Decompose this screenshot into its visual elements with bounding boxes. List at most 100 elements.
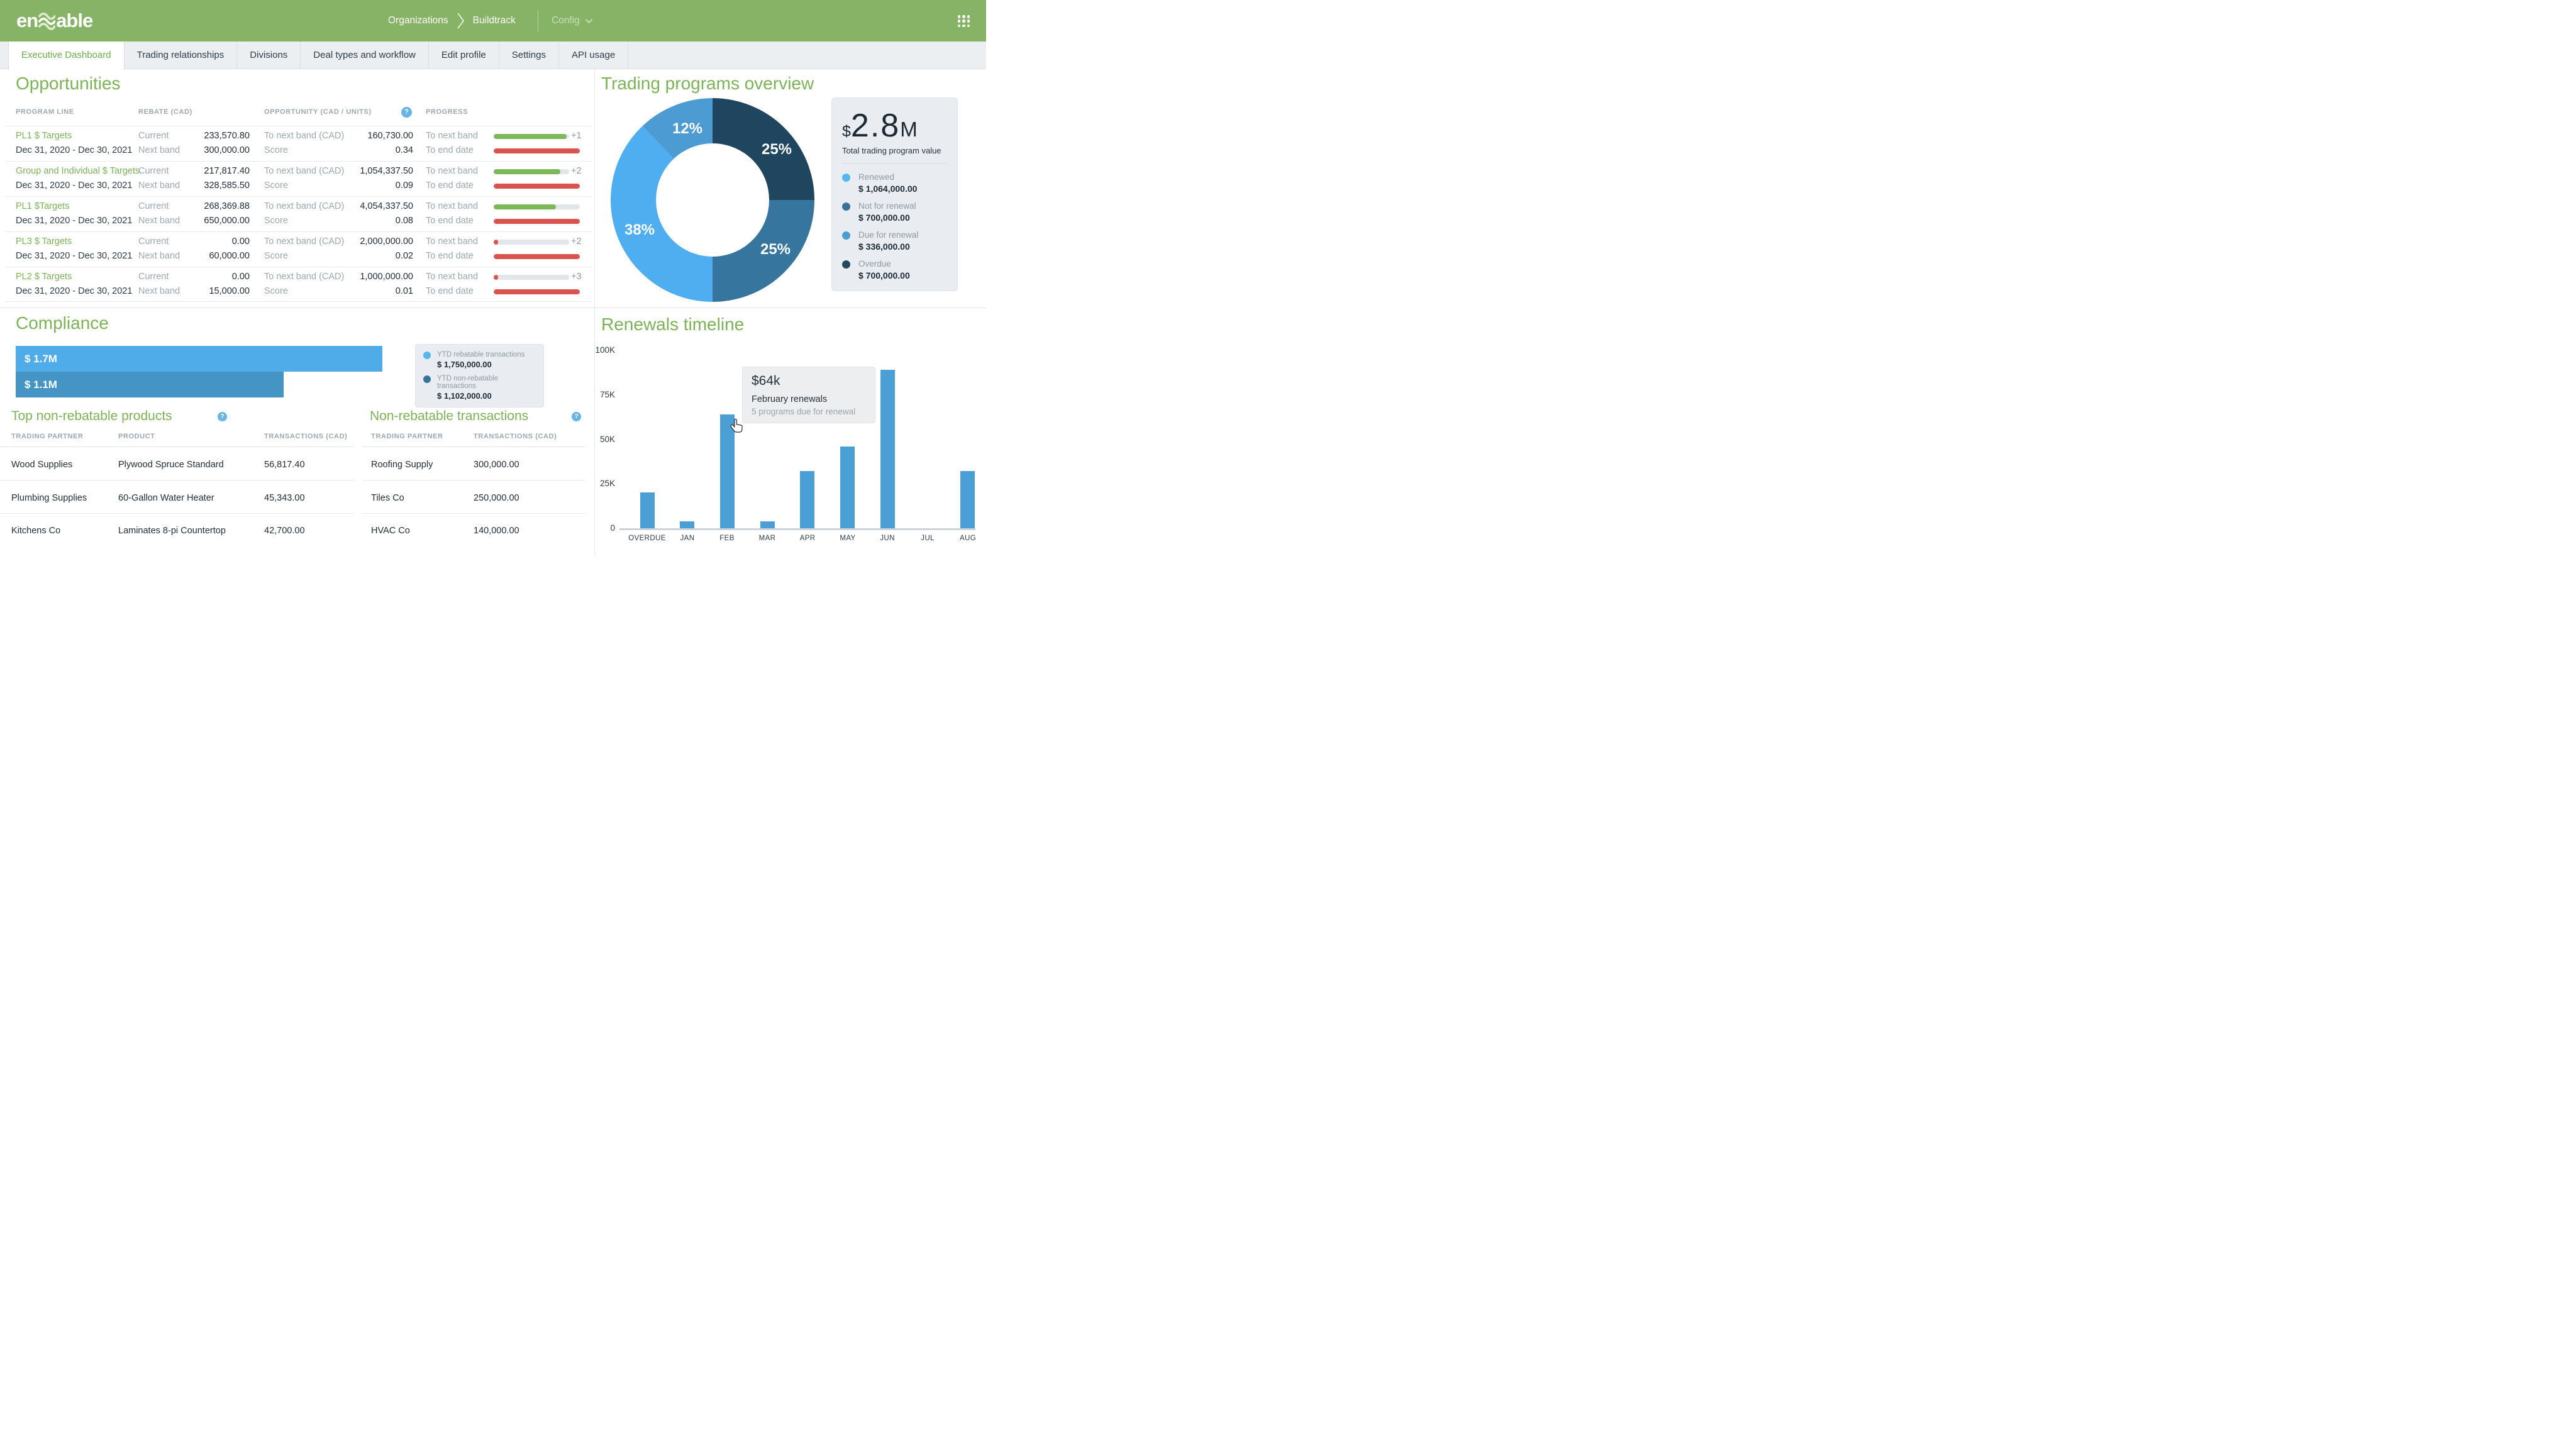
y-axis-tick: 25K <box>599 479 615 489</box>
to-next-band-cad-label: To next band (CAD) <box>264 201 345 211</box>
renewal-bar-aug[interactable] <box>960 471 975 528</box>
ytd-non-rebatable-dot-icon <box>423 375 431 383</box>
partner-link[interactable]: HVAC Co <box>371 526 410 536</box>
to-next-band-progress-bar <box>494 204 580 209</box>
executive-dashboard-page: en able Organizations Buildtrack Config <box>0 0 986 555</box>
tab-api-usage[interactable]: API usage <box>559 42 629 69</box>
trading-program-value-card: $ 2.8 M Total trading program value Rene… <box>831 97 958 291</box>
partner-link[interactable]: Wood Supplies <box>11 460 73 470</box>
legend-value: $ 1,064,000.00 <box>858 184 918 194</box>
legend-value: $ 700,000.00 <box>858 270 910 280</box>
y-axis-tick: 100K <box>595 345 615 355</box>
x-axis-label-apr: APR <box>799 535 816 542</box>
program-dates: Dec 31, 2020 - Dec 30, 2021 <box>16 145 133 155</box>
breadcrumb-buildtrack[interactable]: Buildtrack <box>472 15 516 26</box>
legend-label: Not for renewal <box>858 201 916 211</box>
legend-item-overdue: Overdue $ 700,000.00 <box>842 259 947 280</box>
amount-cell: 42,700.00 <box>264 526 305 536</box>
partner-link[interactable]: Kitchens Co <box>11 526 61 536</box>
tooltip-subtitle: 5 programs due for renewal <box>752 407 856 416</box>
opportunities-title: Opportunities <box>16 74 121 93</box>
to-next-band-progress-label: To next band <box>426 272 479 282</box>
legend-value: $ 1,750,000.00 <box>437 360 492 369</box>
program-dates: Dec 31, 2020 - Dec 30, 2021 <box>16 251 133 261</box>
opportunity-help-icon[interactable]: ? <box>401 107 412 118</box>
y-axis-tick: 0 <box>610 523 615 533</box>
score-label: Score <box>264 251 288 261</box>
legend-item-ytd-non-rebatable: YTD non-rebatable transactions $ 1,102,0… <box>423 375 536 401</box>
non-rebatable-bar[interactable]: $ 1.1M <box>16 372 284 397</box>
legend-value: $ 1,102,000.00 <box>437 391 492 401</box>
col-trading-partner: Trading partner <box>371 433 443 440</box>
renewal-bar-feb[interactable] <box>720 414 735 528</box>
to-next-band-cad-label: To next band (CAD) <box>264 272 345 282</box>
top-products-help-icon[interactable]: ? <box>218 412 227 421</box>
x-axis-label-overdue: OVERDUE <box>628 535 666 542</box>
rebatable-bar[interactable]: $ 1.7M <box>16 346 382 372</box>
ytd-rebatable-dot-icon <box>423 352 431 359</box>
current-label: Current <box>138 131 169 141</box>
partner-link[interactable]: Roofing Supply <box>371 460 433 470</box>
table-divider <box>362 513 585 514</box>
total-program-value: $ 2.8 M <box>842 107 947 145</box>
renewal-bar-jun[interactable] <box>880 370 895 528</box>
tab-executive-dashboard[interactable]: Executive Dashboard <box>8 42 125 70</box>
to-end-date-progress-bar <box>494 254 580 259</box>
x-axis-label-may: MAY <box>840 535 856 542</box>
renewals-title: Renewals timeline <box>601 314 745 334</box>
overdue-dot-icon <box>842 260 850 269</box>
to-next-band-progress-bar <box>494 169 569 174</box>
program-line-link[interactable]: PL3 $ Targets <box>16 236 72 247</box>
card-divider <box>842 163 947 164</box>
y-axis-tick: 50K <box>599 434 615 444</box>
renewal-bar-overdue[interactable] <box>640 492 655 528</box>
program-line-link[interactable]: Group and Individual $ Targets <box>16 166 140 176</box>
to-end-date-progress-bar <box>494 219 580 224</box>
opportunity-row: PL2 $ Targets Dec 31, 2020 - Dec 30, 202… <box>5 267 591 302</box>
tab-edit-profile[interactable]: Edit profile <box>429 42 499 69</box>
col-transactions: Transactions (CAD) <box>264 433 348 440</box>
vertical-panel-divider <box>594 69 595 555</box>
program-line-link[interactable]: PL1 $Targets <box>16 201 70 211</box>
product-cell: Plywood Spruce Standard <box>118 460 224 470</box>
current-value: 217,817.40 <box>204 166 250 176</box>
tab-deal-types-and-workflow[interactable]: Deal types and workflow <box>301 42 429 69</box>
renewal-bar-jan[interactable] <box>680 521 694 528</box>
current-label: Current <box>138 272 169 282</box>
config-menu[interactable]: Config <box>552 0 592 42</box>
enable-logo[interactable]: en able <box>16 0 93 42</box>
tab-settings[interactable]: Settings <box>499 42 559 69</box>
rebatable-bar-label: $ 1.7M <box>25 352 57 365</box>
col-product: Product <box>118 433 155 440</box>
nonrebatable-tx-title: Non-rebatable transactions <box>370 409 529 423</box>
partner-link[interactable]: Plumbing Supplies <box>11 493 87 503</box>
next-band-label: Next band <box>138 251 180 261</box>
to-end-date-progress-bar <box>494 289 580 294</box>
config-label: Config <box>552 15 580 26</box>
x-axis-label-jun: JUN <box>880 535 895 542</box>
score-label: Score <box>264 180 288 191</box>
partner-link[interactable]: Tiles Co <box>371 493 404 503</box>
renewal-bar-apr[interactable] <box>800 471 814 528</box>
score-value: 0.34 <box>395 145 413 155</box>
tab-divisions[interactable]: Divisions <box>237 42 301 69</box>
to-next-band-progress-bar <box>494 240 569 245</box>
program-line-link[interactable]: PL2 $ Targets <box>16 272 72 282</box>
breadcrumb-organizations[interactable]: Organizations <box>388 15 448 26</box>
current-label: Current <box>138 236 169 247</box>
score-value: 0.02 <box>395 251 413 261</box>
next-band-value: 328,585.50 <box>204 180 250 191</box>
apps-grid-icon[interactable] <box>957 15 970 28</box>
col-transactions: Transactions (CAD) <box>474 433 557 440</box>
col-opportunity: Opportunity (CAD / units) <box>264 108 372 116</box>
to-end-date-progress-label: To end date <box>426 216 474 226</box>
tab-trading-relationships[interactable]: Trading relationships <box>125 42 238 69</box>
score-value: 0.01 <box>395 286 413 296</box>
amount-cell: 45,343.00 <box>264 493 305 503</box>
renewal-bar-may[interactable] <box>840 447 855 528</box>
nonrebatable-tx-help-icon[interactable]: ? <box>572 412 581 421</box>
renewal-bar-mar[interactable] <box>760 521 775 528</box>
program-line-link[interactable]: PL1 $ Targets <box>16 131 72 141</box>
compliance-title: Compliance <box>16 313 109 333</box>
legend-item-due-for-renewal: Due for renewal $ 336,000.00 <box>842 230 947 252</box>
